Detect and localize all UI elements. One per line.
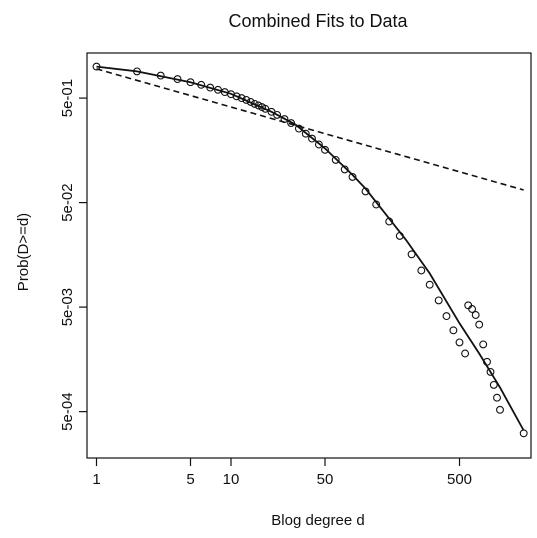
data-point [331,155,340,164]
data-point [287,119,296,128]
data-point [417,266,426,275]
data-point [214,85,222,94]
y-tick-label: 5e-02 [59,183,76,221]
y-tick-label: 5e-01 [59,79,76,117]
data-point [464,301,473,310]
data-point [385,217,394,226]
x-tick-label: 1 [92,471,100,488]
data-point [156,71,165,80]
chart-title: Combined Fits to Data [228,11,408,31]
data-point [197,80,206,89]
data-point [206,83,215,92]
y-tick-label: 5e-04 [59,392,76,430]
data-point [232,92,241,101]
data-point [314,140,323,149]
data-point [261,104,270,113]
data-points [92,62,528,438]
data-point [471,311,480,319]
y-tick-label: 5e-03 [59,288,76,326]
fit-lines [96,65,525,431]
x-tick-label: 500 [447,471,472,488]
data-point [186,78,195,87]
data-point [407,250,416,259]
data-point [519,429,528,438]
data-point [434,296,443,305]
data-point [486,367,495,376]
x-axis-label: Blog degree d [271,512,364,529]
data-point [425,280,434,289]
data-point [250,99,259,108]
data-point [242,95,251,104]
data-point [348,172,357,181]
x-tick-label: 50 [317,471,334,488]
data-point [475,320,484,329]
x-axis: 1 5 10 50 500 [92,458,472,488]
dashed-fit-line [96,68,524,191]
data-point [479,340,488,349]
data-point [321,145,329,154]
data-point [468,305,477,313]
data-point [496,405,504,414]
data-point [308,134,316,143]
y-axis-label: Prob(D>=d) [15,213,32,291]
data-point [449,326,458,335]
x-tick-label: 10 [223,471,240,488]
data-point [280,115,289,124]
data-point [442,312,451,321]
data-point [237,94,246,103]
data-point [461,349,470,358]
data-point [395,231,404,240]
data-point [301,129,310,138]
data-point [483,357,491,366]
data-point [92,62,101,71]
x-tick-label: 5 [186,471,194,488]
solid-fit-line [96,65,525,431]
data-point [372,200,381,209]
data-point [133,67,141,76]
data-point [361,187,370,196]
y-axis: 5e-04 5e-03 5e-02 5e-01 [59,79,87,431]
data-point [294,124,303,133]
data-point [340,165,349,174]
data-point [489,380,498,389]
data-point [493,393,501,402]
plot-frame [86,52,532,459]
data-point [246,97,255,106]
data-point [173,75,182,84]
data-point [455,338,464,347]
data-point [273,110,282,119]
